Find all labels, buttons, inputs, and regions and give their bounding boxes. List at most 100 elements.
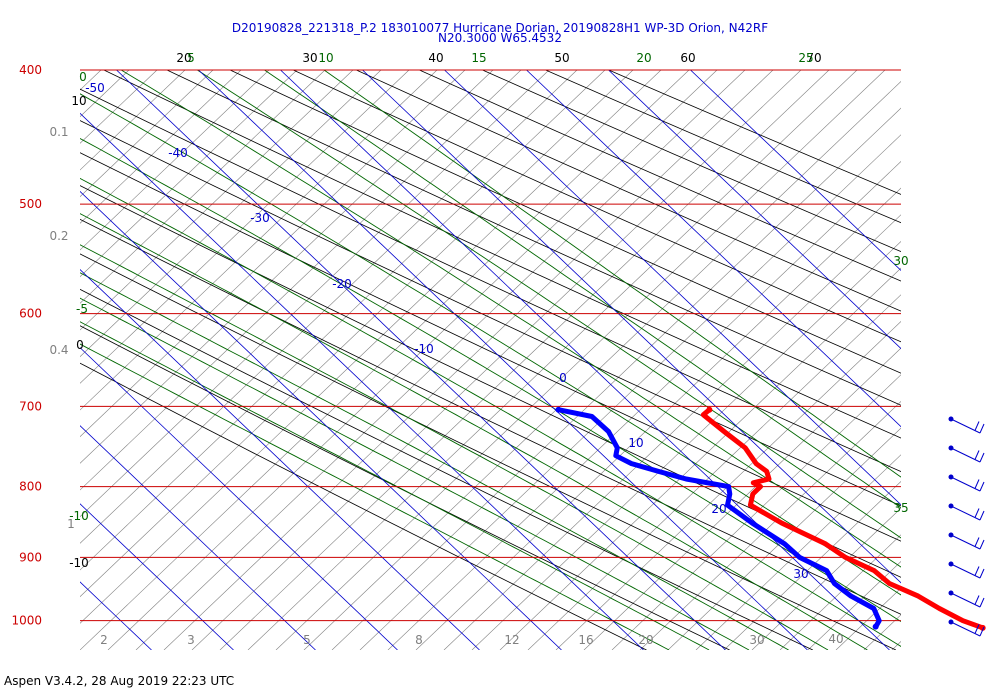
mixing-ratio-label: 5 <box>303 633 311 647</box>
moist-adiabat-label: 15 <box>471 51 486 65</box>
isotherm-line <box>80 503 234 650</box>
mixing-ratio-line <box>80 70 494 464</box>
temperature-trace-point <box>706 406 713 413</box>
mixing-ratio-line <box>80 70 186 171</box>
mixing-ratio-line <box>779 534 901 650</box>
wind-barb-shaft <box>950 563 981 579</box>
dry-adiabat-line <box>80 88 901 473</box>
isotherm-line <box>80 347 398 650</box>
wind-barb <box>948 619 985 637</box>
isotherm-line <box>198 70 808 650</box>
dry-adiabat-line <box>80 120 901 507</box>
isotherm-line <box>80 268 480 650</box>
mixing-ratio-line <box>80 70 466 438</box>
moist-adiabat-line <box>80 244 829 650</box>
mixing-ratio-label: 0.2 <box>49 229 68 243</box>
mixing-ratio-label: 3 <box>187 633 195 647</box>
wind-barb-feather <box>974 566 980 576</box>
wind-barb-shaft <box>950 476 981 492</box>
mixing-ratio-lines <box>0 70 1000 650</box>
mixing-ratio-label: 30 <box>749 633 764 647</box>
dry-adiabat-label: 70 <box>806 51 821 65</box>
mixing-ratio-line <box>303 81 901 650</box>
dry-adiabat-lines <box>80 70 901 650</box>
isotherm-line <box>362 70 901 584</box>
axis-labels: 4005006007008009001000-50-40-30-20-10010… <box>11 51 908 647</box>
wind-barb <box>948 590 985 608</box>
mixing-ratio-line <box>80 70 214 198</box>
dry-adiabat-line <box>80 325 730 650</box>
wind-barb-feather <box>974 479 980 489</box>
mixing-ratio-line <box>80 70 634 598</box>
isotherm-label: 40 <box>828 632 843 646</box>
dewpoint-trace-point <box>872 623 879 630</box>
mixing-ratio-line <box>948 70 1000 650</box>
mixing-ratio-line <box>0 70 17 650</box>
mixing-ratio-line <box>247 70 858 650</box>
wind-barb-shaft <box>950 621 981 637</box>
moist-adiabat-line <box>80 321 710 650</box>
mixing-ratio-label: 12 <box>504 633 519 647</box>
dry-adiabat-line <box>80 218 901 615</box>
moist-adiabat-line <box>80 213 868 650</box>
mixing-ratio-line <box>387 161 901 650</box>
temperature-trace-line <box>700 407 986 631</box>
mixing-ratio-label: 2 <box>100 633 108 647</box>
moist-adiabat-line <box>80 272 789 650</box>
moist-adiabat-line <box>80 297 750 650</box>
pressure-label: 500 <box>19 197 42 211</box>
pressure-lines <box>80 69 901 622</box>
dewpoint-trace-line <box>556 407 882 630</box>
moist-adiabat-line <box>80 343 670 650</box>
wind-barb-feather <box>974 421 980 431</box>
mixing-ratio-line <box>415 187 901 650</box>
mixing-ratio-label: 20 <box>638 633 653 647</box>
isotherm-label: -10 <box>414 342 434 356</box>
sounding-traces <box>555 406 986 631</box>
mixing-ratio-line <box>135 70 746 650</box>
wind-barb <box>948 532 985 550</box>
dry-adiabat-label: 20 <box>176 51 191 65</box>
wind-barb-shaft <box>950 592 981 608</box>
mixing-ratio-line <box>80 70 550 518</box>
moist-adiabat-label: -5 <box>76 302 88 316</box>
mixing-ratio-line <box>107 70 718 650</box>
moist-adiabat-label: 0 <box>79 70 87 84</box>
dry-adiabat-label: 40 <box>428 51 443 65</box>
isotherm-line <box>80 190 562 650</box>
pressure-label: 800 <box>19 480 42 494</box>
moist-adiabat-line <box>264 70 901 509</box>
chart-subtitle: N20.3000 W65.4532 <box>438 31 562 45</box>
moist-adiabat-line <box>80 137 901 623</box>
mixing-ratio-line <box>527 294 901 650</box>
dry-adiabat-line <box>80 288 813 650</box>
pressure-label: 1000 <box>11 614 42 628</box>
moist-adiabat-line <box>323 70 901 478</box>
mixing-ratio-line <box>807 561 901 650</box>
wind-barb-feather <box>979 539 985 550</box>
isotherm-lines <box>80 70 901 650</box>
mixing-ratio-label: 0.1 <box>49 125 68 139</box>
dry-adiabat-label: 10 <box>71 94 86 108</box>
moist-adiabat-label: 10 <box>318 51 333 65</box>
wind-barb-feather <box>979 510 985 521</box>
wind-barb <box>948 445 985 463</box>
mixing-ratio-line <box>80 70 242 224</box>
isotherm-line <box>608 70 901 350</box>
mixing-ratio-line <box>80 70 438 411</box>
dry-adiabat-label: 60 <box>680 51 695 65</box>
wind-barb-feather <box>979 597 985 608</box>
mixing-ratio-line <box>555 321 901 650</box>
dry-adiabat-label: 0 <box>76 338 84 352</box>
mixing-ratio-line <box>723 481 901 650</box>
isotherm-line <box>444 70 901 506</box>
dry-adiabat-line <box>608 70 901 195</box>
mixing-ratio-line <box>359 134 901 650</box>
moist-adiabat-line <box>80 93 901 596</box>
wind-barb <box>948 416 985 434</box>
moist-adiabat-label: 35 <box>893 501 908 515</box>
temperature-trace-point <box>979 624 986 631</box>
dry-adiabat-line <box>166 70 901 406</box>
isotherm-label: 0 <box>559 371 567 385</box>
dry-adiabat-line <box>80 253 897 650</box>
